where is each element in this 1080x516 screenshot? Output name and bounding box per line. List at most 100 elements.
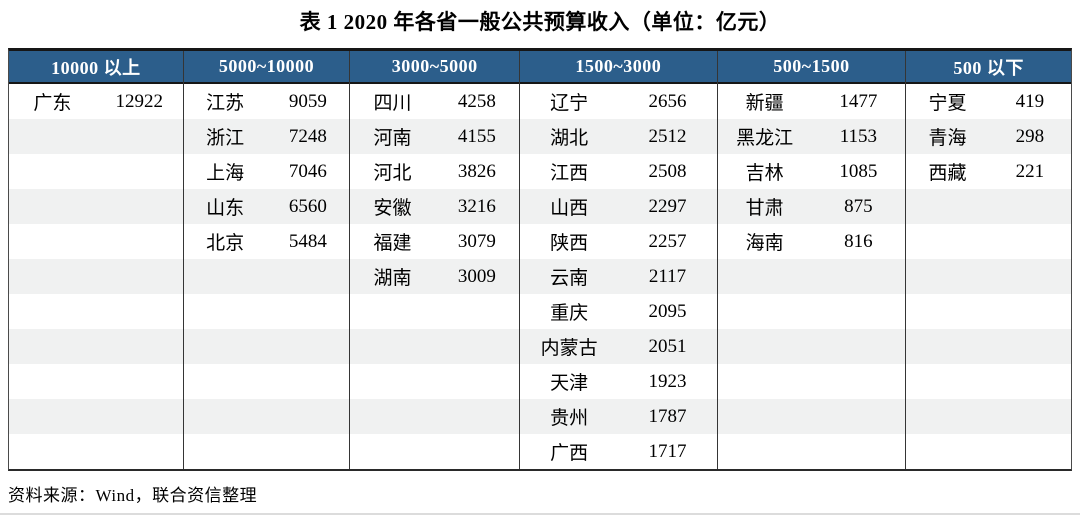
revenue-value-cell: 2117 — [648, 265, 687, 287]
revenue-value-cell — [989, 364, 1071, 399]
revenue-value-cell — [989, 259, 1071, 294]
revenue-value-cell — [96, 224, 183, 259]
table-row: 广东 12922 — [9, 84, 183, 119]
province-name-cell: 上海 — [206, 163, 245, 184]
table-row: 新疆 1477 — [717, 84, 906, 119]
table-row: 山西 2297 — [520, 189, 717, 224]
table-row: 江苏 9059 — [183, 84, 350, 119]
revenue-value-cell — [811, 399, 905, 434]
province-name-cell — [906, 259, 988, 294]
province-name-cell: 辽宁 — [550, 93, 589, 114]
revenue-value-cell: 1717 — [648, 440, 687, 462]
table-row: 湖南 3009 — [350, 259, 520, 294]
table-row — [9, 259, 183, 294]
revenue-value-cell: 3826 — [457, 160, 496, 182]
province-name-cell — [9, 154, 96, 189]
province-name-cell — [184, 434, 267, 469]
revenue-value-cell — [96, 119, 183, 154]
revenue-value-cell — [96, 259, 183, 294]
table-row — [9, 224, 183, 259]
province-name-cell — [906, 224, 988, 259]
table-row: 北京 5484 — [183, 224, 350, 259]
province-name-cell: 安徽 — [373, 198, 412, 219]
province-name-cell — [9, 224, 96, 259]
column-header: 5000~10000 — [183, 51, 350, 84]
table-row — [9, 399, 183, 434]
revenue-value-cell — [435, 294, 519, 329]
revenue-value-cell — [811, 434, 905, 469]
table-row — [9, 119, 183, 154]
column-header: 500 以下 — [906, 51, 1071, 84]
table-container: 10000 以上 广东 12922 5000~10000 江苏 9059 浙江 7248 上海 7… — [8, 48, 1072, 471]
province-name-cell: 青海 — [928, 128, 967, 149]
province-name-cell: 四川 — [373, 93, 412, 114]
table-row: 黑龙江 1153 — [717, 119, 906, 154]
table-row — [9, 329, 183, 364]
province-name-cell — [718, 259, 812, 294]
province-name-cell: 江西 — [550, 163, 589, 184]
province-name-cell: 重庆 — [550, 303, 589, 324]
province-name-cell: 湖北 — [550, 128, 589, 149]
province-name-cell — [9, 364, 96, 399]
province-name-cell — [9, 294, 96, 329]
revenue-value-cell: 7248 — [288, 125, 327, 147]
table-row: 海南 816 — [717, 224, 906, 259]
revenue-value-cell: 2297 — [648, 195, 687, 217]
province-name-cell: 海南 — [745, 233, 784, 254]
province-name-cell: 广东 — [33, 93, 72, 114]
column-header: 10000 以上 — [9, 51, 183, 84]
table-row — [183, 434, 350, 469]
table-row — [906, 364, 1071, 399]
table-row — [9, 189, 183, 224]
province-name-cell: 山西 — [550, 198, 589, 219]
revenue-value-cell: 3216 — [457, 195, 496, 217]
province-name-cell — [350, 434, 434, 469]
province-name-cell — [906, 364, 988, 399]
province-name-cell: 西藏 — [928, 163, 967, 184]
table-row: 天津 1923 — [520, 364, 717, 399]
revenue-value-cell — [989, 399, 1071, 434]
revenue-value-cell — [267, 259, 350, 294]
province-name-cell — [906, 434, 988, 469]
table-row: 贵州 1787 — [520, 399, 717, 434]
province-name-cell: 浙江 — [206, 128, 245, 149]
revenue-value-cell — [96, 434, 183, 469]
column-header: 500~1500 — [717, 51, 906, 84]
table-row — [9, 154, 183, 189]
province-name-cell — [906, 189, 988, 224]
table-row: 宁夏 419 — [906, 84, 1071, 119]
revenue-value-cell: 6560 — [288, 195, 327, 217]
province-name-cell — [718, 329, 812, 364]
table-row: 云南 2117 — [520, 259, 717, 294]
table-row: 江西 2508 — [520, 154, 717, 189]
table-row — [717, 434, 906, 469]
table-row: 内蒙古 2051 — [520, 329, 717, 364]
table-row — [350, 329, 520, 364]
table-row: 青海 298 — [906, 119, 1071, 154]
revenue-value-cell: 875 — [844, 195, 873, 217]
table-row — [350, 399, 520, 434]
revenue-value-cell — [811, 364, 905, 399]
province-name-cell — [9, 189, 96, 224]
province-name-cell — [350, 364, 434, 399]
page-bottom-divider — [0, 513, 1080, 515]
revenue-value-cell — [267, 329, 350, 364]
province-name-cell: 陕西 — [550, 233, 589, 254]
data-source-note: 资料来源：Wind，联合资信整理 — [8, 486, 258, 505]
revenue-value-cell: 2656 — [648, 90, 687, 112]
province-name-cell: 吉林 — [745, 163, 784, 184]
table-row: 福建 3079 — [350, 224, 520, 259]
table-row — [906, 399, 1071, 434]
table-row — [717, 259, 906, 294]
revenue-value-cell — [811, 294, 905, 329]
revenue-value-cell: 3009 — [457, 265, 496, 287]
revenue-value-cell — [96, 189, 183, 224]
province-name-cell: 北京 — [206, 233, 245, 254]
table-row — [906, 329, 1071, 364]
revenue-value-cell: 1085 — [839, 160, 878, 182]
province-name-cell — [718, 364, 812, 399]
table-row: 湖北 2512 — [520, 119, 717, 154]
revenue-value-cell: 4258 — [457, 90, 496, 112]
province-name-cell: 江苏 — [206, 93, 245, 114]
revenue-value-cell — [435, 364, 519, 399]
